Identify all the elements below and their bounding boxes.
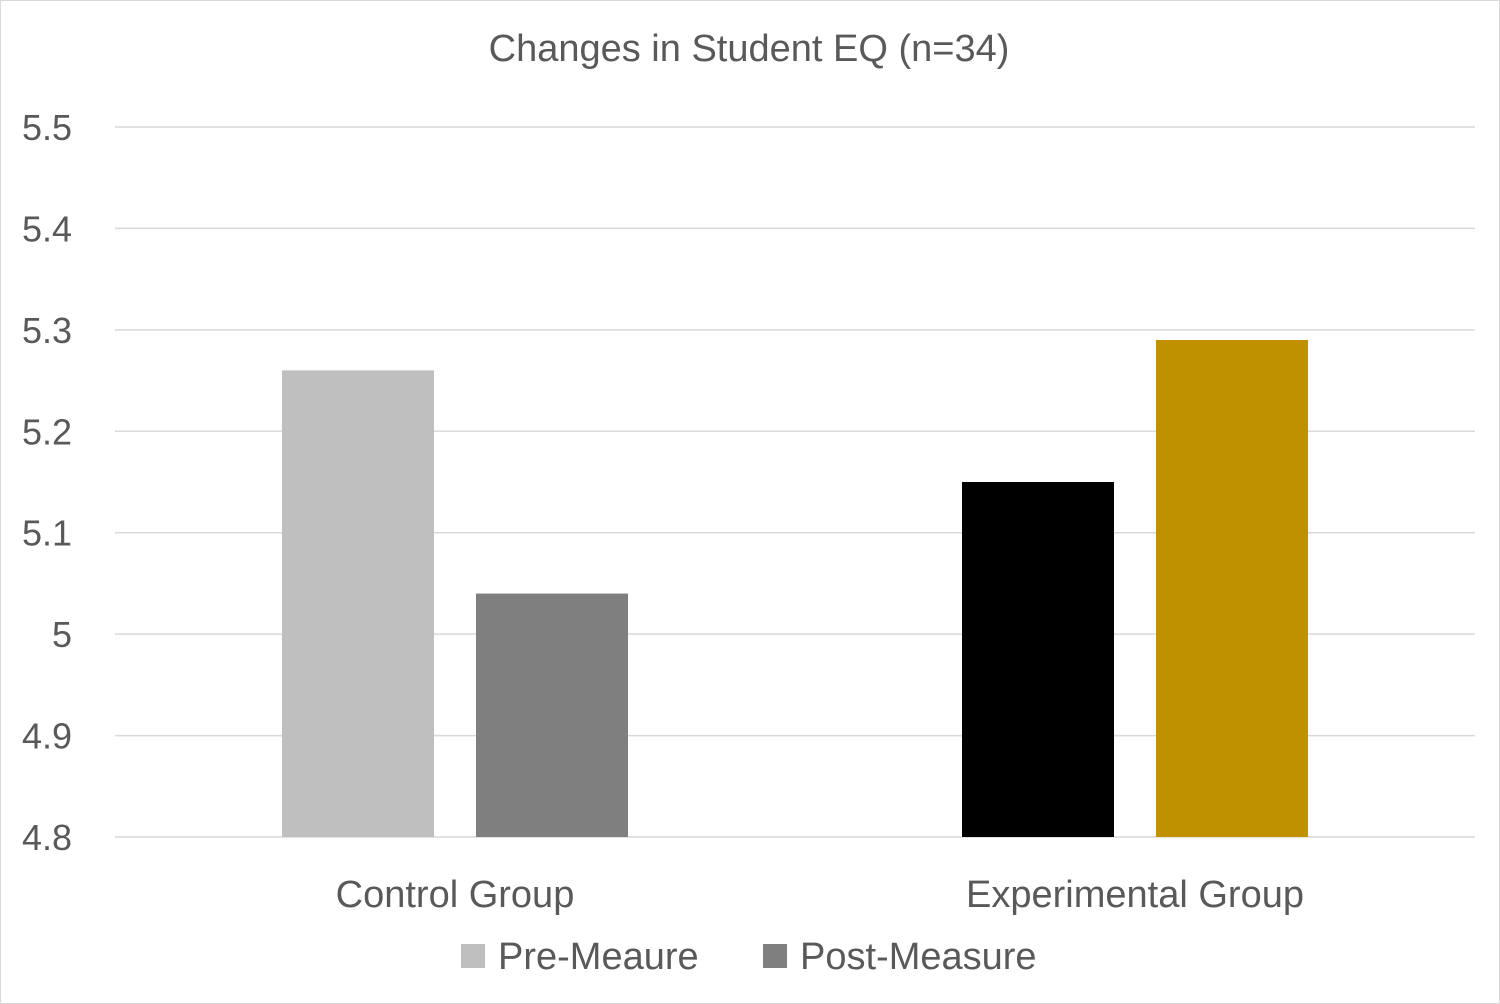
legend-swatch <box>461 944 485 968</box>
y-tick-label: 5.5 <box>22 107 72 148</box>
y-axis-ticks: 4.8 4.9 5 5.1 5.2 5.3 5.4 5.5 <box>22 107 72 858</box>
legend: Pre-Meaure Post-Measure <box>461 936 1037 978</box>
y-tick-label: 5.3 <box>22 310 72 351</box>
bar <box>1156 340 1308 837</box>
y-tick-label: 4.9 <box>22 716 72 757</box>
legend-swatch <box>763 944 787 968</box>
bar <box>282 370 434 837</box>
x-axis-categories: Control Group Experimental Group <box>336 874 1304 916</box>
y-tick-label: 5.4 <box>22 208 72 249</box>
bars <box>282 340 1308 837</box>
legend-label: Post-Measure <box>800 936 1037 978</box>
chart-title: Changes in Student EQ (n=34) <box>489 28 1010 70</box>
bar <box>962 482 1114 837</box>
legend-label: Pre-Meaure <box>498 936 699 978</box>
y-tick-label: 5 <box>52 614 72 655</box>
x-category-label: Control Group <box>336 874 575 916</box>
y-tick-label: 5.2 <box>22 411 72 452</box>
bar <box>476 593 628 837</box>
y-tick-label: 4.8 <box>22 817 72 858</box>
y-tick-label: 5.1 <box>22 513 72 554</box>
x-category-label: Experimental Group <box>966 874 1304 916</box>
